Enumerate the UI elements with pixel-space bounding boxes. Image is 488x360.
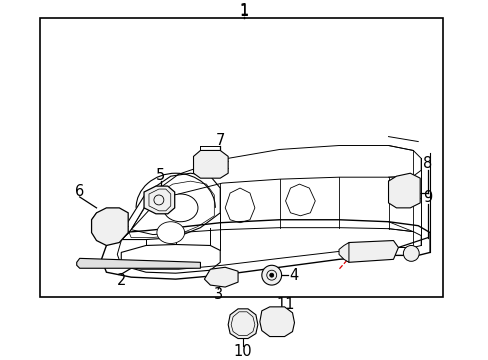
Text: 2: 2 bbox=[116, 273, 126, 288]
Ellipse shape bbox=[157, 222, 184, 243]
Polygon shape bbox=[338, 243, 348, 262]
Text: 10: 10 bbox=[233, 344, 252, 359]
Circle shape bbox=[403, 246, 418, 261]
Text: 11: 11 bbox=[276, 297, 294, 312]
Text: 3: 3 bbox=[213, 288, 223, 302]
Text: 4: 4 bbox=[288, 268, 298, 283]
Circle shape bbox=[261, 265, 281, 285]
Polygon shape bbox=[144, 186, 174, 214]
Text: 5: 5 bbox=[156, 168, 165, 183]
Polygon shape bbox=[91, 208, 128, 246]
Polygon shape bbox=[259, 307, 294, 337]
Text: 8: 8 bbox=[423, 156, 432, 171]
Polygon shape bbox=[204, 267, 238, 287]
Polygon shape bbox=[228, 309, 257, 338]
Ellipse shape bbox=[163, 194, 198, 222]
Text: 1: 1 bbox=[239, 3, 248, 18]
Text: 7: 7 bbox=[215, 133, 224, 148]
Polygon shape bbox=[388, 173, 419, 208]
Bar bbox=[40, 18, 442, 297]
Text: 9: 9 bbox=[423, 190, 432, 206]
Circle shape bbox=[269, 273, 273, 277]
Text: 6: 6 bbox=[75, 184, 84, 199]
Text: 1: 1 bbox=[239, 4, 248, 19]
Polygon shape bbox=[193, 150, 228, 178]
Polygon shape bbox=[343, 240, 398, 262]
Polygon shape bbox=[77, 258, 200, 268]
